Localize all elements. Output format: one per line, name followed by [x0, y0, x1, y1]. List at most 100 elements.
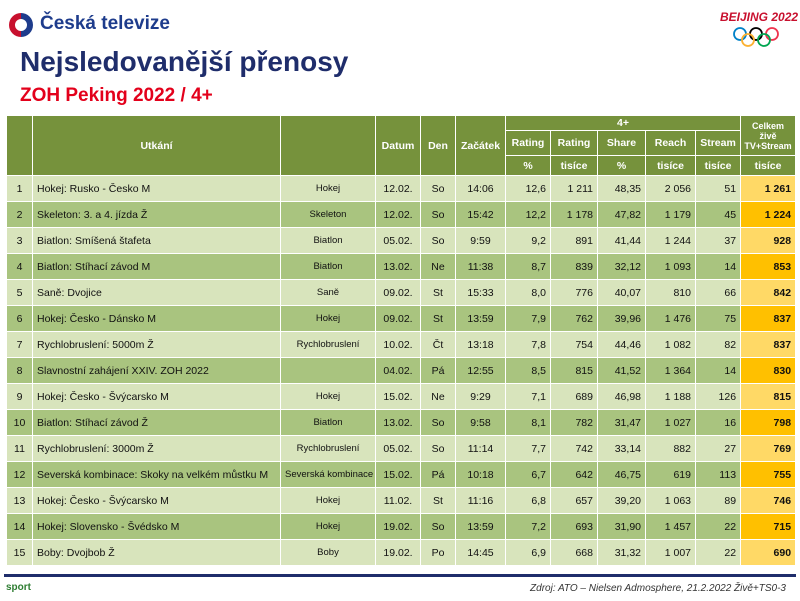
table-cell: 10.02. [375, 331, 421, 358]
table-cell: 4 [6, 253, 33, 280]
table-cell: 815 [740, 383, 797, 410]
table-cell: 742 [550, 435, 598, 462]
table-cell: Hokej: Česko - Švýcarsko M [32, 383, 281, 410]
table-cell: Hokej: Česko - Švýcarsko M [32, 487, 281, 514]
table-cell: Hokej [280, 513, 376, 540]
table-cell: 27 [694, 435, 742, 462]
table-cell: Hokej [280, 175, 376, 202]
table-cell: 1 063 [645, 487, 696, 514]
table-cell: Ne [420, 383, 456, 410]
table-cell: 13:18 [455, 331, 506, 358]
table-cell: 657 [550, 487, 598, 514]
source: Zdroj: ATO – Nielsen Admosphere, 21.2.20… [530, 583, 786, 594]
table-row: 7 Rychlobruslení: 5000m Ž Rychlobruslení 10… [6, 331, 797, 358]
table-cell: 891 [550, 227, 598, 254]
ratings-table: Utkání Datum Den Začátek 4+ Celkem živě TV+St… [6, 115, 797, 566]
table-cell: Saně: Dvojice [32, 279, 281, 306]
table-cell: Skeleton: 3. a 4. jízda Ž [32, 201, 281, 228]
table-cell: 19.02. [375, 539, 421, 566]
unit-cell: % [505, 155, 551, 176]
table-cell: 837 [740, 305, 797, 332]
olympic-rings [733, 27, 779, 47]
table-cell: 13.02. [375, 409, 421, 436]
table-cell: Severská kombinace: Skoky na velkém můst… [32, 461, 281, 488]
table-cell: 40,07 [597, 279, 646, 306]
table-cell: 10 [6, 409, 33, 436]
table-cell: 837 [740, 331, 797, 358]
table-cell: 44,46 [597, 331, 646, 358]
event-logo: BEIJING 2022 [720, 10, 799, 24]
table-cell [280, 357, 376, 384]
table-cell: 11:14 [455, 435, 506, 462]
table-cell: 16 [694, 409, 742, 436]
table-cell: 126 [694, 383, 742, 410]
table-cell: Čt [420, 331, 456, 358]
table-cell: 14 [694, 253, 742, 280]
table-cell: 12.02. [375, 175, 421, 202]
table-cell: 2 056 [645, 175, 696, 202]
unit-cell: tisíce [645, 155, 696, 176]
header-cell: Rating [505, 130, 551, 156]
table-cell: 45 [694, 201, 742, 228]
table-cell: 1 211 [550, 175, 598, 202]
table-cell: Biatlon: Smíšená štafeta [32, 227, 281, 254]
table-cell: 7,9 [505, 305, 551, 332]
table-cell: 5 [6, 279, 33, 306]
table-cell: 6,9 [505, 539, 551, 566]
table-cell: 39,20 [597, 487, 646, 514]
table-cell: 619 [645, 461, 696, 488]
table-cell: 7,7 [505, 435, 551, 462]
table-cell: Boby: Dvojbob Ž [32, 539, 281, 566]
table-cell: 7,1 [505, 383, 551, 410]
table-cell: Hokej [280, 305, 376, 332]
table-cell: 13.02. [375, 253, 421, 280]
table-cell: 12:55 [455, 357, 506, 384]
table-cell: 689 [550, 383, 598, 410]
subtitle: ZOH Peking 2022 / 4+ [20, 85, 213, 106]
header-cell: Datum [375, 115, 421, 176]
table-cell: 1 027 [645, 409, 696, 436]
table-cell: 46,75 [597, 461, 646, 488]
table-cell: 882 [645, 435, 696, 462]
table-cell: 1 261 [740, 175, 797, 202]
table-row: 5 Saně: Dvojice Saně 09.02. St 15:33 8,0 776 40,… [6, 279, 797, 306]
header-cell [6, 115, 33, 176]
table-cell: Pá [420, 357, 456, 384]
table-cell: 7 [6, 331, 33, 358]
table-cell: 1 093 [645, 253, 696, 280]
table-cell: 13:59 [455, 513, 506, 540]
table-cell: 1 178 [550, 201, 598, 228]
table-cell: Biatlon [280, 253, 376, 280]
title: Nejsledovanější přenosy [20, 46, 349, 77]
table-cell: 7,8 [505, 331, 551, 358]
table-cell: Rychlobruslení: 3000m Ž [32, 435, 281, 462]
table-cell: 8,7 [505, 253, 551, 280]
table-cell: Po [420, 539, 456, 566]
table-row: 2 Skeleton: 3. a 4. jízda Ž Skeleton 12.02.… [6, 201, 797, 228]
table-cell: Hokej: Rusko - Česko M [32, 175, 281, 202]
table-cell: 8,0 [505, 279, 551, 306]
table-row: 8 Slavnostní zahájení XXIV. ZOH 2022 04.02… [6, 357, 797, 384]
table-cell: 6,7 [505, 461, 551, 488]
table-cell: 1 244 [645, 227, 696, 254]
table-cell: Boby [280, 539, 376, 566]
table-cell: So [420, 201, 456, 228]
table-cell: St [420, 487, 456, 514]
table-cell: Hokej: Slovensko - Švédsko M [32, 513, 281, 540]
table-cell: Hokej: Česko - Dánsko M [32, 305, 281, 332]
table-cell: 769 [740, 435, 797, 462]
table-cell: 754 [550, 331, 598, 358]
table-cell: 37 [694, 227, 742, 254]
table-cell: So [420, 409, 456, 436]
header-cell [280, 115, 376, 176]
table-cell: 798 [740, 409, 797, 436]
table-cell: 1 457 [645, 513, 696, 540]
table-cell: 1 179 [645, 201, 696, 228]
table-cell: 13 [6, 487, 33, 514]
table-cell: Skeleton [280, 201, 376, 228]
table-cell: 1 082 [645, 331, 696, 358]
table-cell: 715 [740, 513, 797, 540]
table-cell: 9:59 [455, 227, 506, 254]
table-cell: 51 [694, 175, 742, 202]
header-cell: Reach [645, 130, 696, 156]
